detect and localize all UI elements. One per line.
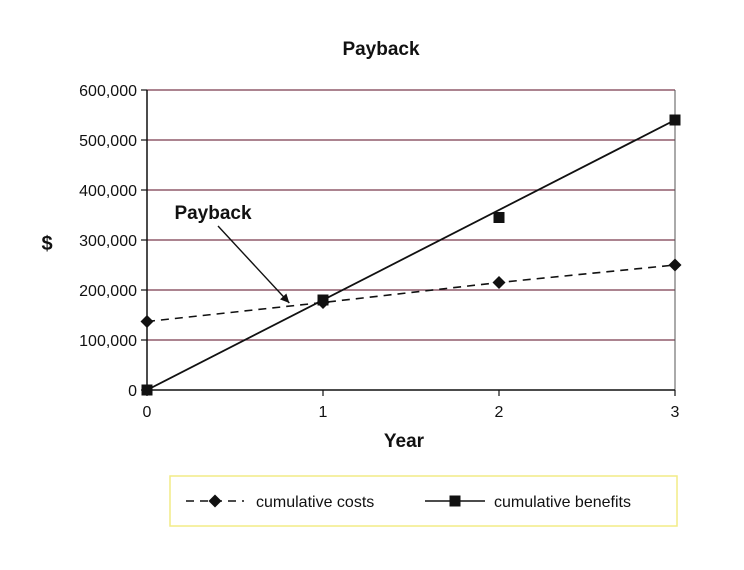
annotation-label: Payback	[174, 203, 252, 224]
x-tick-label: 0	[143, 404, 152, 421]
grid-layer	[147, 89, 676, 390]
legend-marker-square	[449, 495, 461, 507]
data-point	[669, 114, 681, 126]
x-tick-label: 2	[495, 404, 504, 421]
legend-item-cumulative-costs: cumulative costs	[186, 494, 374, 511]
data-point	[140, 315, 154, 328]
y-tick-label: 600,000	[79, 83, 137, 100]
annotation-arrowhead	[280, 293, 290, 303]
y-axis-label: $	[41, 233, 52, 255]
series-line	[146, 264, 676, 323]
data-point	[141, 384, 153, 396]
series-cumulative-benefits	[141, 114, 681, 396]
y-tick-label: 300,000	[79, 233, 137, 250]
legend-box	[169, 475, 678, 527]
y-tick-label: 400,000	[79, 183, 137, 200]
annotation-arrow-line	[217, 225, 290, 304]
x-axis-label: Year	[384, 431, 425, 452]
y-tick-label: 200,000	[79, 283, 137, 300]
data-point	[317, 294, 329, 306]
y-tick-label: 0	[128, 383, 137, 400]
legend-label: cumulative costs	[256, 494, 374, 511]
legend-item-cumulative-benefits: cumulative benefits	[425, 494, 631, 511]
data-point	[492, 276, 506, 289]
legend-label: cumulative benefits	[494, 494, 631, 511]
y-tick-label: 100,000	[79, 333, 137, 350]
x-tick-label: 3	[671, 404, 680, 421]
data-point	[668, 258, 682, 272]
axis-layer: 0 100,000 200,000 300,000 400,000 500,000 600,…	[79, 83, 679, 421]
chart-title: Payback	[342, 39, 420, 60]
series-cumulative-costs	[140, 258, 682, 328]
series-layer	[140, 114, 682, 396]
legend-marker-diamond	[208, 494, 222, 508]
legend: cumulative costs cumulative benefits	[169, 475, 678, 527]
data-point	[493, 212, 505, 223]
y-tick-label: 500,000	[79, 133, 137, 150]
x-tick-label: 1	[319, 404, 328, 421]
annotation-layer: Payback	[174, 203, 290, 304]
series-line	[146, 119, 676, 391]
